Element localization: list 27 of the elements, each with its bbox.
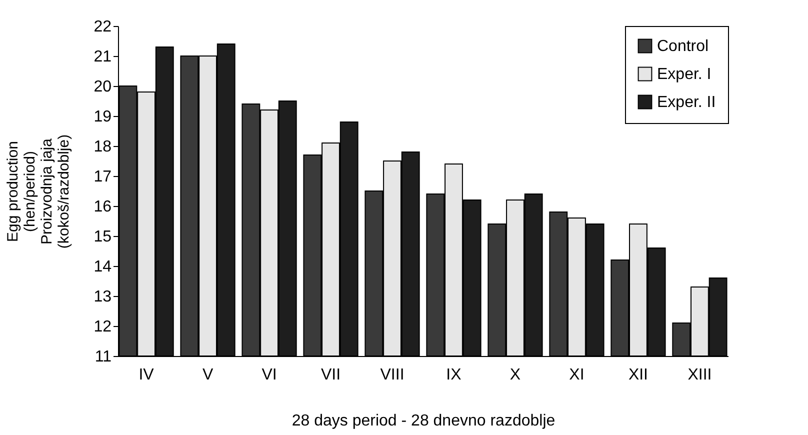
x-tick-label: VI: [262, 366, 277, 384]
x-tick-label: V: [202, 366, 214, 384]
y-tick-label: 20: [94, 78, 112, 96]
y-tick-label: 16: [94, 198, 112, 216]
x-tick-label: XIII: [688, 366, 712, 384]
x-tick-label: XI: [569, 366, 584, 384]
legend-label: Exper. I: [657, 66, 712, 83]
x-tick-label: IV: [138, 366, 154, 384]
x-tick-label: IX: [446, 366, 462, 384]
y-tick-label: 13: [94, 288, 112, 306]
x-tick-label: VIII: [380, 366, 404, 384]
legend-label: Exper. II: [657, 94, 716, 111]
x-tick-label: X: [510, 366, 521, 384]
y-tick-label: 18: [94, 138, 112, 156]
y-tick-label: 22: [94, 18, 112, 36]
y-tick-label: 12: [94, 318, 112, 336]
y-axis-title: Egg production (hen/period) Proizvodnja jaja (kokoš/razdoblje): [4, 134, 73, 249]
x-axis-title: 28 days period - 28 dnevno razdoblje: [292, 412, 556, 430]
legend-label: Control: [657, 38, 709, 55]
x-tick-label: XII: [628, 366, 648, 384]
y-tick-label: 11: [94, 348, 112, 366]
y-tick-label: 17: [94, 168, 112, 186]
y-tick-label: 14: [94, 258, 112, 276]
x-tick-label: VII: [320, 366, 341, 384]
y-tick-label: 21: [94, 48, 112, 66]
y-tick-label: 15: [94, 228, 112, 246]
y-tick-label: 19: [94, 108, 112, 126]
